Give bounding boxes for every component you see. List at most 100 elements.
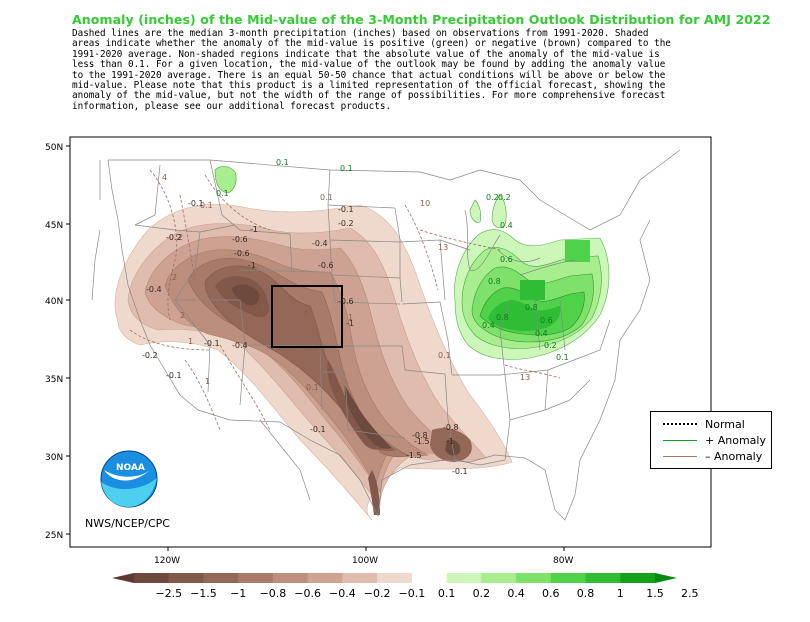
lon-labels: 120W 100W 80W [154,556,573,566]
contour-label: -0.2 [338,219,354,228]
description-line: mid-value. Please note that this product… [72,80,666,92]
contour-label: -1 [346,319,354,328]
legend-normal: Normal [663,417,745,431]
noaa-logo: NOAA [100,450,158,508]
colorbar-tick-label: −0.6 [294,587,322,600]
lat-label: 45N [45,221,63,231]
contour-label: 0.6 [500,255,513,264]
contour-label: -0.1 [338,205,354,214]
description-line: less than 0.1. For a given location, the… [72,59,666,71]
agency-label: NWS/NCEP/CPC [85,517,170,530]
colorbar-swatch [272,573,309,583]
dashed-contour-labels: 4 2 2 1 2 4 0.1 0.1 1 4 13 13 1 0.1 0.1 … [162,173,530,392]
contour-label: 0.1 [216,189,229,198]
lat-label: 40N [45,297,63,307]
lon-label: 80W [553,556,573,566]
lat-ticks [66,145,565,551]
legend-minus-label: – Anomaly [705,449,763,463]
contour-label: 0.1 [340,164,353,173]
colorbar-swatch [481,573,517,583]
description-line: information, please see our additional f… [72,100,392,112]
contour-label: 0.1 [556,353,569,362]
colorbar-arrow-right [655,573,677,583]
colorbar-swatch [238,573,274,583]
contour-label: 13 [438,243,448,252]
legend-plus: + Anomaly [663,433,766,447]
lat-label: 35N [45,375,63,385]
colorbar-tick-label: 0.2 [472,587,491,600]
boundaries [91,149,681,521]
colorbar [112,573,677,583]
colorbar-swatch [550,573,587,583]
median-contours [129,169,561,431]
description: Dashed lines are the median 3-month prec… [72,28,772,112]
contour-label: -0.6 [232,235,248,244]
colorbar-swatch [585,573,621,583]
legend-plus-label: + Anomaly [705,433,766,447]
colorbar-swatch [307,573,343,583]
contour-label: 1 [188,337,193,346]
colorbar-tick-label: −0.4 [329,587,356,600]
contour-label: 0.4 [482,321,495,330]
contour-label: -0.6 [318,261,334,270]
negative-contour-labels: -0.1 -0.2 -0.2 -0.4 -0.4 -0.6 -0.6 -0.6 … [142,199,468,476]
contour-label: -0.6 [234,249,250,258]
contour-label: -0.1 [310,425,326,434]
colorbar-arrow-left [112,573,134,583]
logo-text: NOAA [116,463,145,473]
contour-label: 0.4 [535,329,548,338]
contour-label: 0.1 [438,351,451,360]
colorbar-tick-label: 0.4 [507,587,525,600]
contour-label: -1.5 [406,451,422,460]
colorbar-tick-label: −0.8 [259,587,287,600]
contour-label: -0.4 [232,341,248,350]
colorbar-tick-label: 0.8 [576,587,595,600]
contour-label: 0.8 [488,277,501,286]
colorbar-tick-label: −1 [230,587,247,600]
colorbar-swatch [134,573,170,583]
colorbar-tick-label: −0.1 [398,587,426,600]
colorbar-tick-label: 2.5 [680,587,699,600]
contour-label: 0.1 [320,193,333,202]
colorbar-tick-label: −0.2 [363,587,391,600]
contour-label: -0.1 [452,467,468,476]
contour-label: 0.8 [525,303,538,312]
contour-label: 0.1 [276,158,289,167]
map-legend: Normal + Anomaly – Anomaly [650,411,772,469]
colorbar-tick-label: −2.5 [155,587,183,600]
contour-label: 13 [520,373,530,382]
contour-label: 0.2 [486,193,499,202]
lat-label: 25N [45,531,63,541]
lon-label: 100W [352,556,378,566]
contour-label: 0.1 [200,201,213,210]
contour-label: 4 [162,173,167,182]
contour-label: -1.5 [414,437,430,446]
description-line: areas indicate whether the anomaly of th… [72,38,671,50]
colorbar-swatch [203,573,239,583]
contour-label: 0.8 [496,313,509,322]
contour-label: -0.8 [412,431,428,440]
colorbar-swatch [516,573,552,583]
contour-label: 2 [178,233,183,242]
contour-label: -0.8 [443,423,459,432]
lat-labels: 50N 45N 40N 35N 30N 25N [45,143,63,541]
contour-label: -0.1 [166,371,182,380]
contour-label: -0.1 [204,339,220,348]
contour-label: 0.6 [540,316,553,325]
colorbar-tick-label: 1 [616,587,624,600]
colorbar-swatch [620,573,656,583]
contour-label: -1 [248,261,256,270]
legend-normal-label: Normal [705,417,745,431]
contour-label: 10 [420,199,430,208]
contour-label: -0.4 [312,239,328,248]
positive-contour-labels: 0.1 0.1 0.1 0.2 0.2 0.4 0.6 0.8 0.8 0.6 … [216,158,569,362]
legend-minus: – Anomaly [663,449,762,463]
contour-label: 2 [172,273,177,282]
colorbar-swatch [446,573,482,583]
description-line: anomaly of the mid-value, but not the wi… [72,90,666,102]
description-line: 1991-2020 average. Non-shaded regions in… [72,48,660,60]
contour-label: -1 [250,225,258,234]
contour-label: -0.2 [166,233,182,242]
lat-label: 30N [45,453,63,463]
